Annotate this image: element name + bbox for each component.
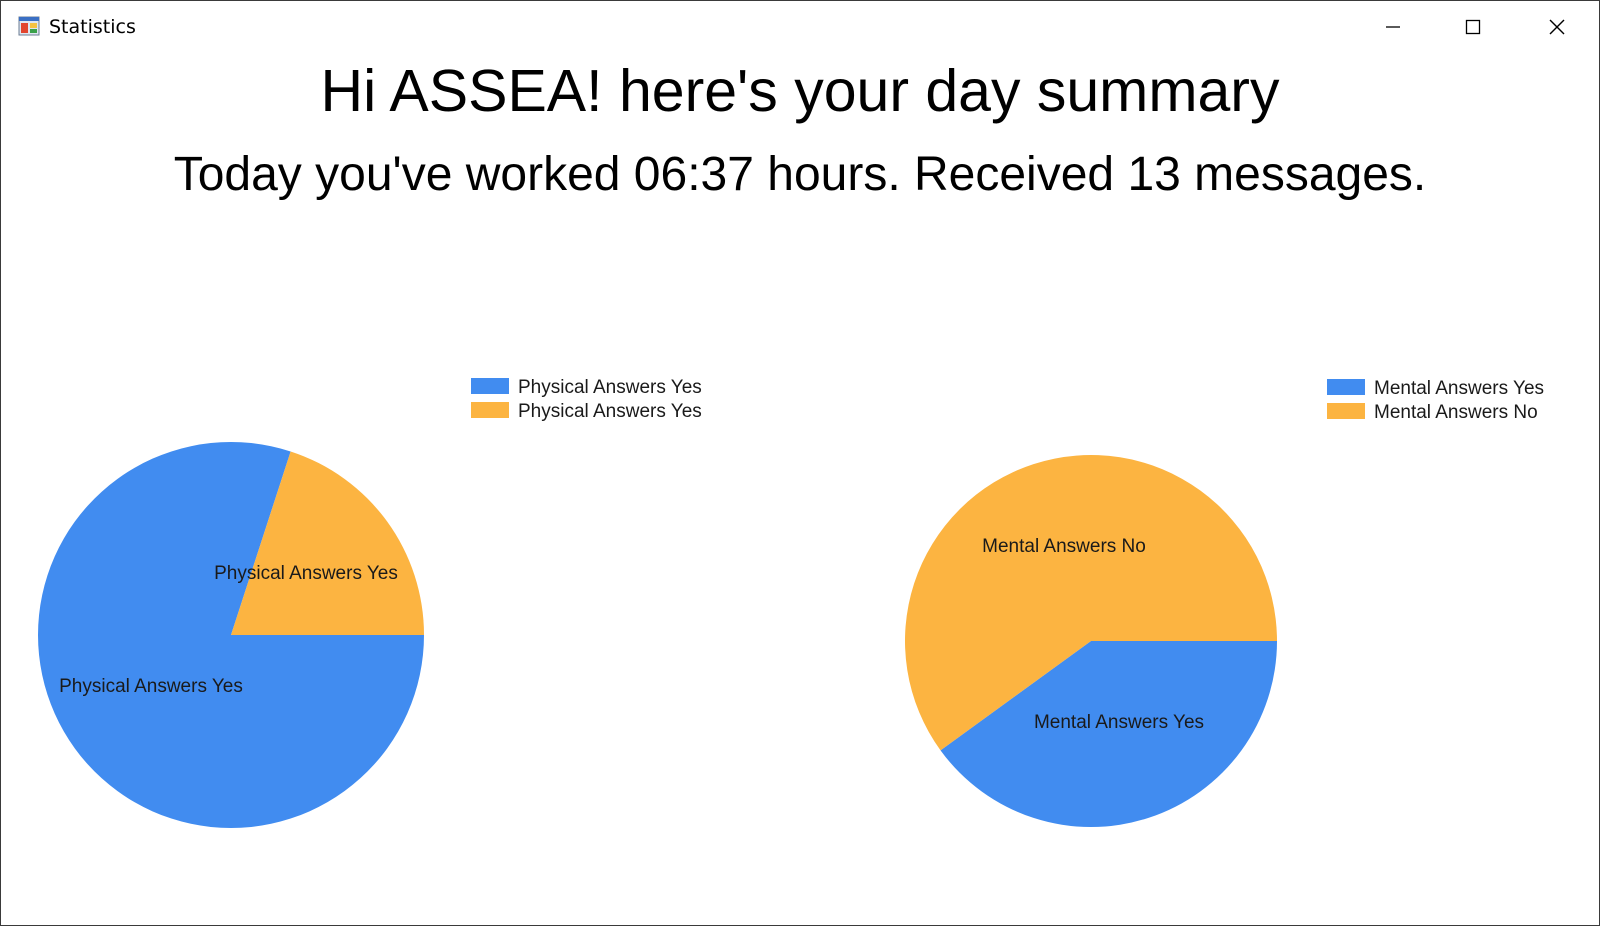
legend-swatch: [471, 402, 509, 418]
slice-label: Physical Answers Yes: [59, 676, 243, 697]
minimize-icon: [1386, 26, 1400, 28]
pie-slice: [904, 455, 1277, 751]
pie-chart-2: Mental Answers Yes Mental Answers No Menta…: [904, 378, 1544, 828]
legend-label: Mental Answers Yes: [1374, 378, 1544, 399]
legend-label: Physical Answers Yes: [518, 401, 702, 422]
pie-slice: [940, 641, 1277, 828]
legend-label: Physical Answers Yes: [518, 377, 702, 398]
greeting-heading: Hi ASSEA! here's your day summary: [320, 58, 1280, 124]
slice-label: Mental Answers Yes: [1034, 712, 1204, 733]
title-bar[interactable]: Statistics: [1, 1, 1599, 53]
legend-label: Mental Answers No: [1374, 402, 1538, 423]
close-button[interactable]: [1517, 1, 1597, 53]
legend-swatch: [1327, 403, 1365, 419]
pie-slice: [231, 451, 424, 635]
slice-label: Mental Answers No: [982, 536, 1146, 557]
close-icon: [1549, 19, 1565, 35]
app-window-icon: [18, 16, 40, 36]
maximize-button[interactable]: [1433, 1, 1513, 53]
summary-heading: Today you've worked 06:37 hours. Receive…: [173, 148, 1427, 201]
legend-swatch: [471, 378, 509, 394]
slice-label: Physical Answers Yes: [214, 563, 398, 584]
legend-swatch: [1327, 379, 1365, 395]
maximize-icon: [1465, 19, 1481, 35]
minimize-button[interactable]: [1353, 1, 1433, 53]
pie-chart-1: Physical Answers Yes Physical Answers Yes…: [37, 377, 702, 828]
window-title: Statistics: [49, 16, 136, 38]
